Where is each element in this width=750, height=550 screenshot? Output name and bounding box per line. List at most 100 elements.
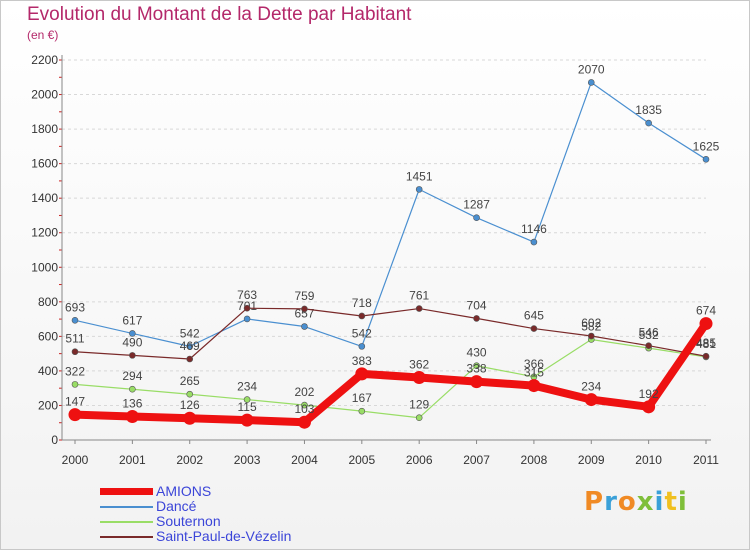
x-tick-label: 2011 (693, 453, 719, 467)
data-point (530, 325, 538, 332)
data-point (642, 400, 656, 414)
series-line (74, 307, 707, 360)
y-tick-label: 200 (38, 398, 58, 412)
legend-item-amions: AMIONS (100, 484, 291, 499)
data-label: 617 (122, 313, 142, 327)
y-tick-label: 1600 (31, 157, 58, 171)
data-label: 1625 (693, 139, 720, 153)
y-tick-label: 2000 (31, 88, 58, 102)
data-label: 481 (696, 337, 716, 351)
y-tick-label: 1000 (31, 260, 58, 274)
data-label: 511 (65, 332, 84, 346)
data-point (530, 238, 538, 246)
data-label: 315 (524, 366, 544, 380)
data-label: 1451 (406, 169, 433, 183)
data-label: 1835 (635, 103, 662, 117)
data-point (129, 352, 136, 359)
legend-item-danc-: Dancé (100, 499, 291, 514)
data-point (415, 186, 423, 193)
x-tick-label: 2006 (406, 453, 433, 467)
legend-label: Saint-Paul-de-Vézelin (156, 528, 292, 544)
data-point (473, 315, 480, 322)
series-line (74, 81, 707, 347)
data-point (358, 343, 366, 350)
data-label: 103 (294, 402, 314, 416)
data-point (125, 410, 139, 424)
chart-subtitle: (en €) (27, 28, 59, 42)
data-point (243, 396, 251, 403)
data-point (297, 415, 311, 429)
series-danc-: 6936175427016575421451128711462070183516… (65, 62, 720, 350)
legend-swatch (100, 520, 153, 523)
data-label: 645 (524, 309, 544, 323)
data-label: 532 (639, 328, 659, 342)
legend-item-saint-paul-de-v-zelin: Saint-Paul-de-Vézelin (100, 529, 291, 544)
y-tick-label: 1800 (31, 122, 58, 136)
data-label: 362 (409, 357, 429, 371)
data-point (243, 304, 251, 312)
y-tick-label: 1200 (31, 226, 58, 240)
data-point (527, 379, 541, 393)
x-tick-label: 2004 (291, 453, 318, 467)
x-tick-label: 2009 (578, 453, 605, 467)
data-point (415, 414, 423, 422)
data-label: 265 (180, 374, 200, 388)
x-tick-label: 2010 (635, 453, 662, 467)
data-point (702, 156, 710, 163)
x-tick-label: 2008 (521, 453, 548, 467)
data-label: 542 (352, 326, 372, 340)
legend-swatch (100, 488, 153, 495)
data-point (68, 408, 82, 422)
data-point (240, 413, 254, 427)
data-point (71, 348, 79, 356)
data-point (645, 119, 652, 127)
y-tick-label: 0 (51, 433, 58, 447)
data-label: 136 (122, 397, 142, 411)
series-line (74, 321, 710, 427)
data-point (645, 342, 652, 349)
data-label: 115 (238, 400, 257, 414)
data-point (243, 315, 251, 323)
series-saint-paul-de-v-zelin: 511 490 469 763 759 718 761 704 645 602 546 485 (65, 288, 716, 363)
data-label: 1146 (521, 222, 547, 236)
data-point (587, 79, 595, 86)
data-point (473, 214, 480, 221)
legend: AMIONS Dancé Souternon Saint-Paul-de-Vézeli… (100, 484, 291, 544)
data-label: 234 (581, 380, 601, 394)
data-label: 469 (180, 339, 200, 353)
data-label: 202 (294, 385, 314, 399)
data-label: 383 (352, 354, 372, 368)
x-tick-label: 2005 (348, 453, 375, 467)
data-point (301, 401, 308, 409)
data-point (186, 390, 194, 398)
data-point (129, 330, 136, 337)
data-point (71, 381, 79, 388)
data-label: 430 (467, 346, 487, 360)
data-label: 761 (409, 289, 429, 303)
data-label: 129 (409, 398, 429, 412)
x-tick-label: 2003 (234, 453, 261, 467)
data-point (473, 362, 480, 370)
data-label: 366 (524, 357, 544, 371)
legend-label: Dancé (156, 498, 197, 514)
data-point (186, 343, 194, 350)
data-label: 338 (467, 362, 487, 376)
y-tick-label: 800 (38, 295, 58, 309)
data-label: 167 (352, 391, 372, 405)
chart-title: Evolution du Montant de la Dette par Hab… (27, 4, 412, 25)
data-point (129, 385, 136, 393)
data-label: 693 (65, 300, 85, 314)
x-tick-label: 2001 (119, 453, 146, 467)
x-tick-label: 2007 (463, 453, 490, 467)
data-label: 704 (467, 298, 487, 312)
data-point (412, 370, 426, 384)
data-point (71, 316, 79, 324)
legend-swatch (100, 505, 153, 508)
data-label: 546 (639, 326, 659, 340)
proxiti-logo: Proxiti (584, 487, 688, 517)
data-label: 674 (696, 304, 716, 318)
data-point (183, 411, 197, 425)
legend-label: Souternon (156, 513, 221, 529)
data-point (702, 352, 710, 360)
y-tick-label: 400 (38, 364, 58, 378)
